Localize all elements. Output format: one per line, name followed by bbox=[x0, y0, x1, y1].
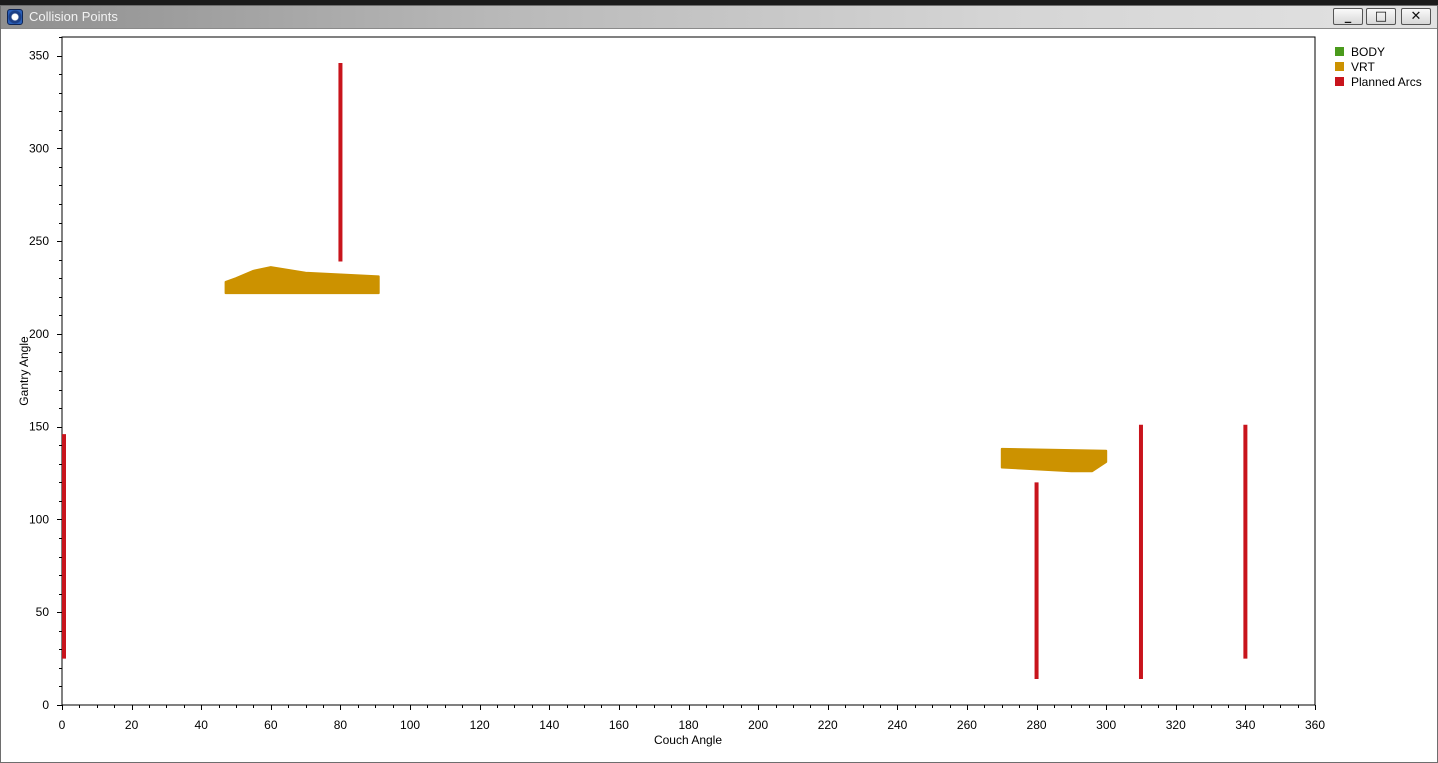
y-tick-label: 50 bbox=[36, 605, 50, 619]
x-tick-label: 160 bbox=[609, 718, 629, 732]
legend-label: VRT bbox=[1351, 60, 1375, 74]
x-tick-label: 40 bbox=[195, 718, 209, 732]
x-tick-label: 100 bbox=[400, 718, 420, 732]
planned-arcs bbox=[62, 62, 1248, 680]
x-tick-label: 260 bbox=[957, 718, 977, 732]
title-bar[interactable]: Collision Points _ □ ✕ bbox=[1, 6, 1437, 29]
close-button[interactable]: ✕ bbox=[1401, 8, 1431, 25]
vrt-collision-region bbox=[224, 266, 380, 295]
x-tick-label: 140 bbox=[539, 718, 559, 732]
x-axis: 0 20 40 60 80 100 120 140 160 180 200 220 240 260 280 3… bbox=[59, 705, 1325, 732]
x-tick-label: 240 bbox=[887, 718, 907, 732]
y-tick-label: 200 bbox=[29, 327, 49, 341]
plot-frame bbox=[61, 36, 1316, 706]
x-tick-label: 320 bbox=[1166, 718, 1186, 732]
legend-swatch bbox=[1335, 62, 1344, 71]
x-tick-label: 200 bbox=[748, 718, 768, 732]
vrt-collision-region bbox=[1000, 447, 1108, 473]
app-logo-icon[interactable] bbox=[7, 9, 23, 25]
y-tick-label: 350 bbox=[29, 49, 49, 63]
window-title: Collision Points bbox=[29, 9, 118, 24]
collision-points-window: Collision Points _ □ ✕ bbox=[0, 5, 1438, 763]
vrt-regions bbox=[224, 266, 1108, 473]
legend-swatch bbox=[1335, 77, 1344, 86]
x-tick-label: 340 bbox=[1235, 718, 1255, 732]
minimize-button[interactable]: _ bbox=[1333, 8, 1363, 25]
legend-label: BODY bbox=[1351, 45, 1386, 59]
x-tick-label: 180 bbox=[678, 718, 698, 732]
x-tick-label: 360 bbox=[1305, 718, 1325, 732]
x-tick-label: 0 bbox=[59, 718, 66, 732]
maximize-button[interactable]: □ bbox=[1366, 8, 1396, 25]
x-tick-label: 220 bbox=[818, 718, 838, 732]
y-tick-label: 150 bbox=[29, 420, 49, 434]
y-tick-label: 250 bbox=[29, 234, 49, 248]
x-tick-label: 120 bbox=[470, 718, 490, 732]
x-tick-label: 80 bbox=[334, 718, 348, 732]
y-axis: 0 50 100 150 200 250 300 350 bbox=[29, 37, 62, 712]
x-tick-label: 300 bbox=[1096, 718, 1116, 732]
x-tick-label: 60 bbox=[264, 718, 278, 732]
background-strip bbox=[0, 0, 1438, 5]
x-axis-title: Couch Angle bbox=[654, 733, 722, 747]
x-tick-label: 280 bbox=[1027, 718, 1047, 732]
y-axis-title: Gantry Angle bbox=[17, 336, 31, 406]
legend-swatch bbox=[1335, 47, 1344, 56]
y-tick-label: 300 bbox=[29, 141, 49, 155]
legend-label: Planned Arcs bbox=[1351, 75, 1422, 89]
y-tick-label: 100 bbox=[29, 512, 49, 526]
y-tick-label: 0 bbox=[42, 698, 49, 712]
x-tick-label: 20 bbox=[125, 718, 139, 732]
